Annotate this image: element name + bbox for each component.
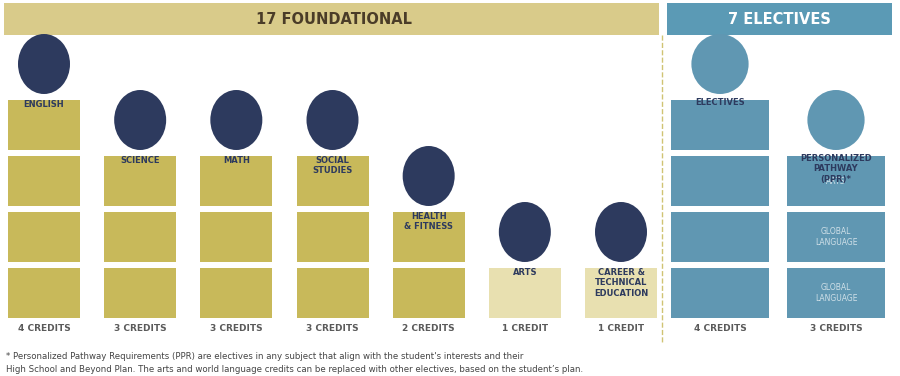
- Text: SCIENCE: SCIENCE: [121, 156, 160, 165]
- Bar: [4, 3, 659, 35]
- Bar: [392, 268, 464, 318]
- Ellipse shape: [807, 90, 865, 150]
- Bar: [296, 156, 368, 206]
- Ellipse shape: [307, 90, 358, 150]
- Bar: [671, 268, 769, 318]
- Text: 3 CREDITS: 3 CREDITS: [810, 324, 862, 333]
- Bar: [671, 100, 769, 150]
- Bar: [104, 268, 176, 318]
- Ellipse shape: [18, 34, 70, 94]
- Ellipse shape: [499, 202, 551, 262]
- Bar: [787, 268, 885, 318]
- Bar: [201, 156, 273, 206]
- Text: CAREER &
TECHNICAL
EDUCATION: CAREER & TECHNICAL EDUCATION: [594, 268, 648, 298]
- Bar: [8, 212, 80, 262]
- Bar: [104, 156, 176, 206]
- Bar: [296, 212, 368, 262]
- Text: GLOBAL
LANGUAGE: GLOBAL LANGUAGE: [814, 227, 857, 247]
- Text: 4 CREDITS: 4 CREDITS: [18, 324, 70, 333]
- Bar: [8, 156, 80, 206]
- Text: ARTS: ARTS: [826, 176, 846, 185]
- Text: ELECTIVES: ELECTIVES: [695, 98, 745, 107]
- Bar: [392, 212, 464, 262]
- Text: SOCIAL
STUDIES: SOCIAL STUDIES: [312, 156, 353, 175]
- Text: ENGLISH: ENGLISH: [23, 100, 64, 109]
- Bar: [8, 268, 80, 318]
- Bar: [104, 212, 176, 262]
- Bar: [667, 3, 892, 35]
- Bar: [787, 212, 885, 262]
- Text: GLOBAL
LANGUAGE: GLOBAL LANGUAGE: [814, 283, 857, 303]
- Bar: [201, 268, 273, 318]
- Ellipse shape: [211, 90, 262, 150]
- Ellipse shape: [595, 202, 647, 262]
- Text: MATH: MATH: [223, 156, 250, 165]
- Text: 3 CREDITS: 3 CREDITS: [306, 324, 359, 333]
- Bar: [671, 212, 769, 262]
- Bar: [671, 156, 769, 206]
- Bar: [489, 268, 561, 318]
- Text: 4 CREDITS: 4 CREDITS: [694, 324, 746, 333]
- Text: 1 CREDIT: 1 CREDIT: [598, 324, 644, 333]
- Text: ARTS: ARTS: [513, 268, 537, 277]
- Bar: [296, 268, 368, 318]
- Text: 7 ELECTIVES: 7 ELECTIVES: [728, 12, 831, 26]
- Ellipse shape: [691, 34, 749, 94]
- Text: 1 CREDIT: 1 CREDIT: [502, 324, 548, 333]
- Text: 3 CREDITS: 3 CREDITS: [210, 324, 263, 333]
- Ellipse shape: [114, 90, 166, 150]
- Bar: [201, 212, 273, 262]
- Text: * Personalized Pathway Requirements (PPR) are electives in any subject that alig: * Personalized Pathway Requirements (PPR…: [6, 352, 583, 373]
- Text: 17 FOUNDATIONAL: 17 FOUNDATIONAL: [256, 12, 411, 26]
- Bar: [787, 156, 885, 206]
- Text: HEALTH
& FITNESS: HEALTH & FITNESS: [404, 212, 453, 231]
- Bar: [8, 100, 80, 150]
- Ellipse shape: [402, 146, 454, 206]
- Text: 3 CREDITS: 3 CREDITS: [114, 324, 166, 333]
- Bar: [585, 268, 657, 318]
- Text: PERSONALIZED
PATHWAY
(PPR)*: PERSONALIZED PATHWAY (PPR)*: [800, 154, 872, 184]
- Text: 2 CREDITS: 2 CREDITS: [402, 324, 455, 333]
